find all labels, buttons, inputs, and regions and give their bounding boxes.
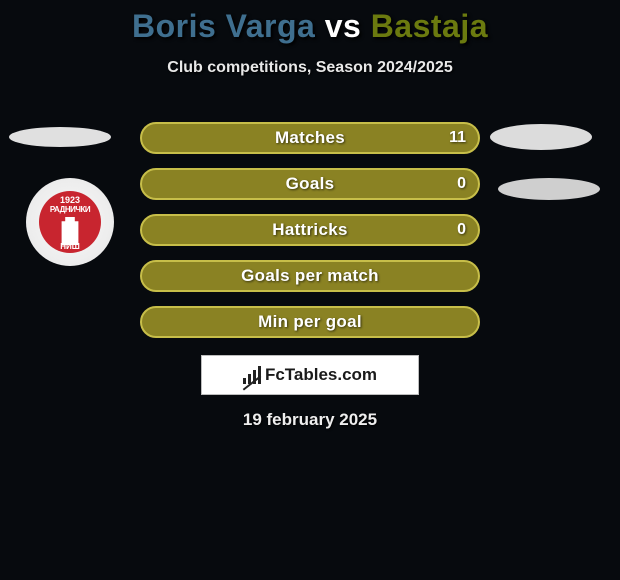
fctables-logo: FcTables.com	[201, 355, 419, 395]
vs-text: vs	[325, 8, 362, 44]
stat-row-goals: Goals0	[140, 168, 480, 200]
club-badge-inner: 1923 РАДНИЧКИ НИШ	[39, 191, 101, 253]
player2-name: Bastaja	[371, 8, 488, 44]
stat-row-min-per-goal: Min per goal	[140, 306, 480, 338]
logo-bars-icon	[243, 366, 261, 384]
decor-ellipse-right-mid	[498, 178, 600, 200]
decor-ellipse-left-top	[9, 127, 111, 147]
stat-label: Goals	[142, 174, 478, 194]
stat-label: Matches	[142, 128, 478, 148]
badge-year: 1923	[60, 195, 80, 205]
stat-row-goals-per-match: Goals per match	[140, 260, 480, 292]
stat-label: Hattricks	[142, 220, 478, 240]
player1-name: Boris Varga	[132, 8, 315, 44]
subtitle: Club competitions, Season 2024/2025	[0, 59, 620, 77]
stat-value: 0	[457, 175, 466, 193]
club-badge: 1923 РАДНИЧКИ НИШ	[26, 178, 114, 266]
decor-ellipse-right-top	[490, 124, 592, 150]
stat-row-matches: Matches11	[140, 122, 480, 154]
badge-text-top: РАДНИЧКИ	[50, 205, 90, 214]
date-text: 19 february 2025	[0, 410, 620, 430]
badge-tower-icon	[58, 217, 82, 245]
stat-label: Goals per match	[142, 266, 478, 286]
page-title: Boris Varga vs Bastaja	[0, 0, 620, 45]
stat-label: Min per goal	[142, 312, 478, 332]
stat-row-hattricks: Hattricks0	[140, 214, 480, 246]
logo-text: FcTables.com	[265, 365, 377, 385]
badge-text-bottom: НИШ	[60, 242, 80, 251]
stat-value: 0	[457, 221, 466, 239]
stat-value: 11	[449, 129, 466, 147]
